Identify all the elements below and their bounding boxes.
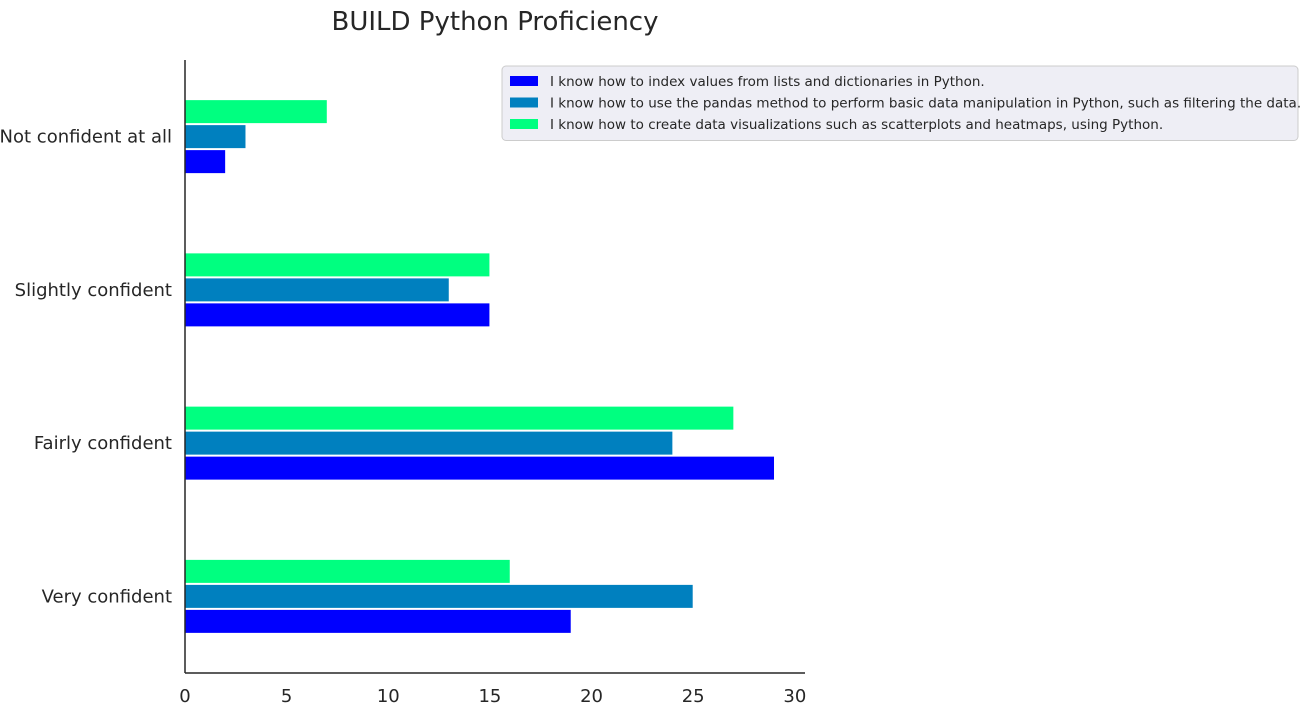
bar — [184, 302, 491, 328]
y-tick-label: Fairly confident — [34, 433, 172, 454]
y-tick-label: Not confident at all — [0, 127, 172, 148]
legend-swatch — [510, 97, 538, 108]
bar — [184, 277, 450, 303]
legend-label: I know how to index values from lists an… — [550, 74, 985, 90]
legend-label: I know how to create data visualizations… — [550, 117, 1163, 133]
bars — [184, 99, 776, 634]
x-tick-label: 5 — [281, 686, 292, 707]
legend-swatch — [510, 119, 538, 129]
legend-label: I know how to use the pandas method to p… — [550, 96, 1301, 112]
x-tick-label: 0 — [179, 686, 190, 707]
legend-swatch — [510, 76, 538, 86]
bar — [184, 608, 572, 634]
x-tick-label: 30 — [783, 686, 806, 707]
x-tick-label: 15 — [478, 686, 501, 707]
x-tick-label: 25 — [682, 686, 705, 707]
bar — [184, 149, 227, 175]
legend-box — [501, 65, 1299, 141]
bar — [184, 583, 694, 609]
bar — [184, 124, 247, 150]
bar — [184, 455, 776, 481]
bar — [184, 558, 511, 584]
x-tick-label: 10 — [377, 686, 400, 707]
bar — [184, 252, 491, 278]
legend: I know how to index values from lists an… — [501, 65, 1301, 141]
axes: Very confident Fairly confident Slightly c… — [0, 60, 806, 707]
bar — [184, 430, 674, 456]
chart-title: BUILD Python Proficiency — [332, 7, 659, 37]
y-tick-label: Very confident — [42, 586, 172, 607]
bar — [184, 99, 328, 125]
y-tick-label: Slightly confident — [15, 280, 172, 301]
bar — [184, 405, 735, 431]
x-tick-label: 20 — [580, 686, 603, 707]
